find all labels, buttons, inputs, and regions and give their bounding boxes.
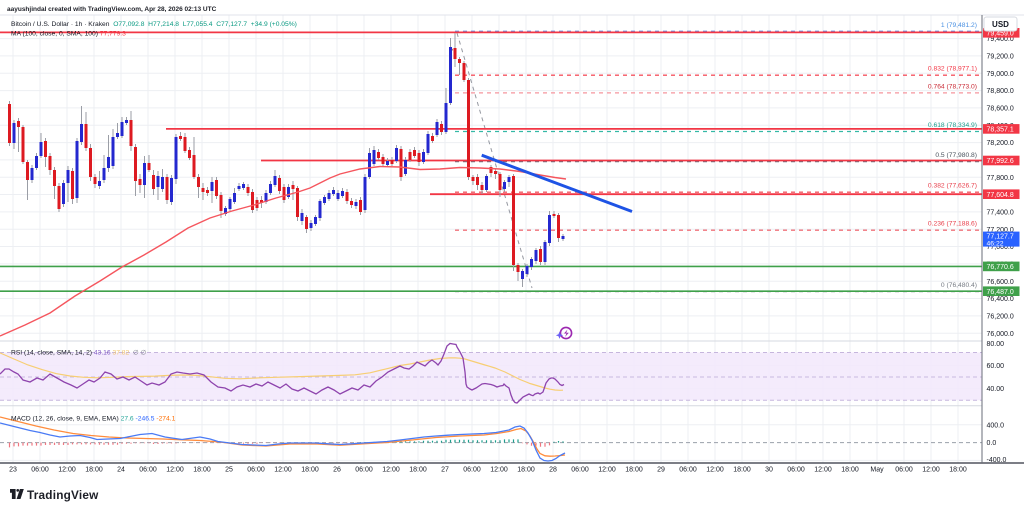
svg-text:78,800.0: 78,800.0: [987, 88, 1014, 95]
svg-text:-400.0: -400.0: [987, 457, 1007, 464]
svg-text:aayushjindal created with Trad: aayushjindal created with TradingView.co…: [7, 6, 217, 13]
svg-text:MACD (12, 26, close, 9, EMA, E: MACD (12, 26, close, 9, EMA, EMA) 27.6 -…: [11, 416, 176, 423]
svg-text:TradingView: TradingView: [27, 488, 99, 502]
svg-text:06:00: 06:00: [787, 467, 805, 474]
svg-text:78,600.0: 78,600.0: [987, 106, 1014, 113]
svg-text:06:00: 06:00: [247, 467, 265, 474]
svg-text:06:00: 06:00: [679, 467, 697, 474]
svg-text:77,127.7: 77,127.7: [987, 234, 1014, 241]
svg-text:RSI (14, close, SMA, 14, 2) 43: RSI (14, close, SMA, 14, 2) 43.16 37.82 …: [11, 350, 147, 357]
svg-text:400.0: 400.0: [987, 422, 1005, 429]
svg-text:18:00: 18:00: [949, 467, 967, 474]
svg-text:0.764 (78,773.0): 0.764 (78,773.0): [928, 83, 977, 90]
svg-text:77,000.0: 77,000.0: [987, 244, 1014, 251]
svg-text:06:00: 06:00: [355, 467, 373, 474]
svg-text:77,604.8: 77,604.8: [987, 192, 1014, 199]
svg-text:76,200.0: 76,200.0: [987, 314, 1014, 321]
svg-text:77,800.0: 77,800.0: [987, 175, 1014, 182]
svg-text:78,200.0: 78,200.0: [987, 140, 1014, 147]
svg-text:12:00: 12:00: [274, 467, 292, 474]
svg-text:79,200.0: 79,200.0: [987, 54, 1014, 61]
svg-text:79,400.0: 79,400.0: [987, 36, 1014, 43]
svg-text:12:00: 12:00: [814, 467, 832, 474]
svg-text:18:00: 18:00: [841, 467, 859, 474]
svg-text:76,770.6: 76,770.6: [987, 264, 1014, 271]
svg-text:Bitcoin / U.S. Dollar · 1h · K: Bitcoin / U.S. Dollar · 1h · Kraken O77,…: [11, 21, 297, 28]
svg-text:18:00: 18:00: [301, 467, 319, 474]
svg-text:0.5 (77,980.8): 0.5 (77,980.8): [935, 152, 977, 159]
svg-text:12:00: 12:00: [598, 467, 616, 474]
svg-text:76,600.0: 76,600.0: [987, 279, 1014, 286]
svg-text:25: 25: [225, 467, 233, 474]
svg-text:12:00: 12:00: [922, 467, 940, 474]
svg-text:12:00: 12:00: [490, 467, 508, 474]
svg-text:12:00: 12:00: [382, 467, 400, 474]
svg-text:27: 27: [441, 467, 449, 474]
svg-text:0.618 (78,334.9): 0.618 (78,334.9): [928, 122, 977, 129]
svg-text:46:22: 46:22: [987, 241, 1004, 248]
svg-text:18:00: 18:00: [193, 467, 211, 474]
svg-text:80.00: 80.00: [987, 341, 1005, 348]
svg-text:77,200.0: 77,200.0: [987, 227, 1014, 234]
svg-text:06:00: 06:00: [31, 467, 49, 474]
svg-text:06:00: 06:00: [895, 467, 913, 474]
svg-text:76,000.0: 76,000.0: [987, 331, 1014, 338]
svg-text:76,400.0: 76,400.0: [987, 296, 1014, 303]
svg-text:77,992.6: 77,992.6: [987, 158, 1014, 165]
svg-text:18:00: 18:00: [409, 467, 427, 474]
svg-text:USD: USD: [992, 20, 1009, 29]
svg-text:24: 24: [117, 467, 125, 474]
svg-text:29: 29: [657, 467, 665, 474]
svg-text:1 (79,481.2): 1 (79,481.2): [941, 22, 977, 29]
svg-text:12:00: 12:00: [58, 467, 76, 474]
svg-text:0 (76,480.4): 0 (76,480.4): [941, 282, 977, 289]
svg-text:79,000.0: 79,000.0: [987, 71, 1014, 78]
svg-text:18:00: 18:00: [85, 467, 103, 474]
svg-text:0.382 (77,626.7): 0.382 (77,626.7): [928, 183, 977, 190]
svg-text:76,487.0: 76,487.0: [987, 289, 1014, 296]
svg-text:18:00: 18:00: [625, 467, 643, 474]
svg-text:30: 30: [765, 467, 773, 474]
svg-text:79,459.0: 79,459.0: [987, 30, 1014, 37]
svg-text:23: 23: [9, 467, 17, 474]
svg-text:0.832 (78,977.1): 0.832 (78,977.1): [928, 66, 977, 73]
svg-text:78,357.1: 78,357.1: [987, 127, 1014, 134]
svg-text:60.00: 60.00: [987, 363, 1005, 370]
svg-text:12:00: 12:00: [706, 467, 724, 474]
svg-text:06:00: 06:00: [463, 467, 481, 474]
svg-text:18:00: 18:00: [517, 467, 535, 474]
svg-text:0.236 (77,188.6): 0.236 (77,188.6): [928, 221, 977, 228]
svg-text:77,400.0: 77,400.0: [987, 210, 1014, 217]
svg-text:18:00: 18:00: [733, 467, 751, 474]
svg-text:May: May: [870, 467, 884, 474]
svg-text:12:00: 12:00: [166, 467, 184, 474]
svg-text:0.0: 0.0: [987, 440, 997, 447]
svg-text:06:00: 06:00: [139, 467, 157, 474]
svg-text:MA (100, close, 0, SMA, 100) 7: MA (100, close, 0, SMA, 100) 77,779.3: [11, 31, 126, 38]
svg-text:26: 26: [333, 467, 341, 474]
svg-text:28: 28: [549, 467, 557, 474]
svg-text:40.00: 40.00: [987, 386, 1005, 393]
svg-text:06:00: 06:00: [571, 467, 589, 474]
